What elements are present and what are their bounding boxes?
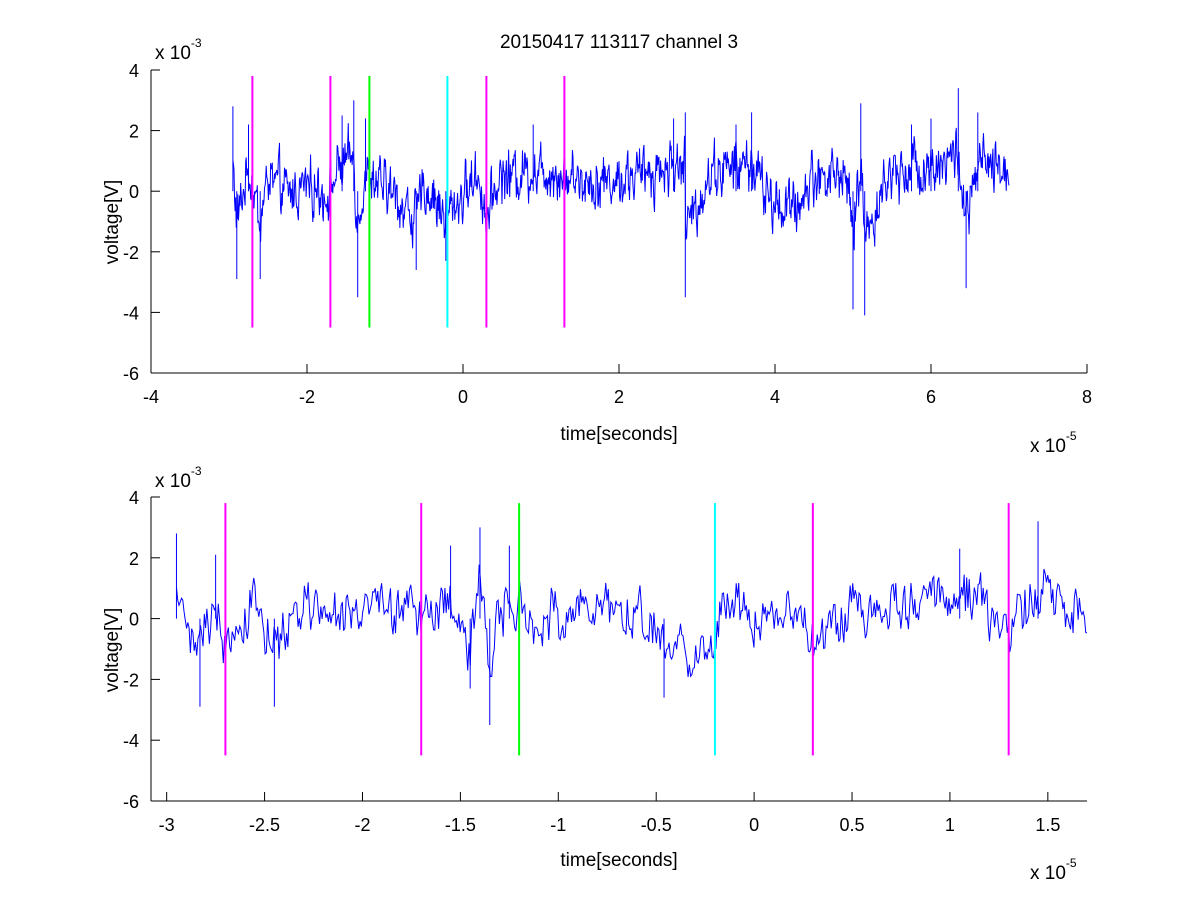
bottom-y-multiplier: x 10-3 [155, 464, 202, 492]
y-tick-label: 2 [129, 549, 139, 569]
signal-series-line [175, 564, 1087, 678]
x-tick-label: 6 [926, 387, 936, 407]
y-tick-label: 0 [129, 182, 139, 202]
x-tick-label: 1 [945, 815, 955, 835]
x-tick-label: -0.5 [641, 815, 672, 835]
x-tick-label: 8 [1082, 387, 1092, 407]
x-tick-label: 2 [614, 387, 624, 407]
top-y-multiplier: x 10-3 [155, 36, 202, 64]
y-tick-label: -6 [123, 364, 139, 384]
x-tick-label: 4 [770, 387, 780, 407]
x-tick-label: 0 [458, 387, 468, 407]
y-tick-label: 4 [129, 61, 139, 81]
top-x-axis-label: time[seconds] [560, 424, 677, 445]
y-tick-label: -6 [123, 792, 139, 812]
y-tick-label: 4 [129, 488, 139, 508]
bottom-x-axis-label: time[seconds] [560, 850, 677, 871]
x-tick-label: -1 [550, 815, 566, 835]
x-tick-label: 0.5 [840, 815, 865, 835]
bottom-x-multiplier: x 10-5 [1030, 856, 1077, 884]
y-tick-label: 0 [129, 610, 139, 630]
y-tick-label: -2 [123, 243, 139, 263]
top-subplot: x 10-3 x 10-5 time[seconds] voltage[V] -… [102, 36, 1092, 457]
signal-series-line [232, 123, 1010, 251]
x-tick-label: -1.5 [445, 815, 476, 835]
chart-title: 20150417 113117 channel 3 [500, 32, 738, 53]
x-tick-label: -4 [143, 387, 159, 407]
y-tick-label: 2 [129, 122, 139, 142]
bottom-subplot: x 10-3 x 10-5 time[seconds] voltage[V] -… [102, 464, 1087, 884]
y-tick-label: -4 [123, 731, 139, 751]
top-x-multiplier: x 10-5 [1030, 429, 1077, 457]
y-tick-label: -2 [123, 670, 139, 690]
bottom-y-axis-label: voltage[V] [102, 608, 123, 693]
top-y-axis-label: voltage[V] [102, 180, 123, 265]
x-tick-label: -2 [354, 815, 370, 835]
x-tick-label: 1.5 [1035, 815, 1060, 835]
x-tick-label: -2.5 [249, 815, 280, 835]
x-tick-label: -3 [159, 815, 175, 835]
x-tick-label: 0 [749, 815, 759, 835]
y-tick-label: -4 [123, 303, 139, 323]
x-tick-label: -2 [299, 387, 315, 407]
bottom-plot-area: -3 -2.5 -2 -1.5 -1 -0.5 0 0.5 1 1.5 -6 -4 -2 0 2 4 [123, 488, 1087, 835]
